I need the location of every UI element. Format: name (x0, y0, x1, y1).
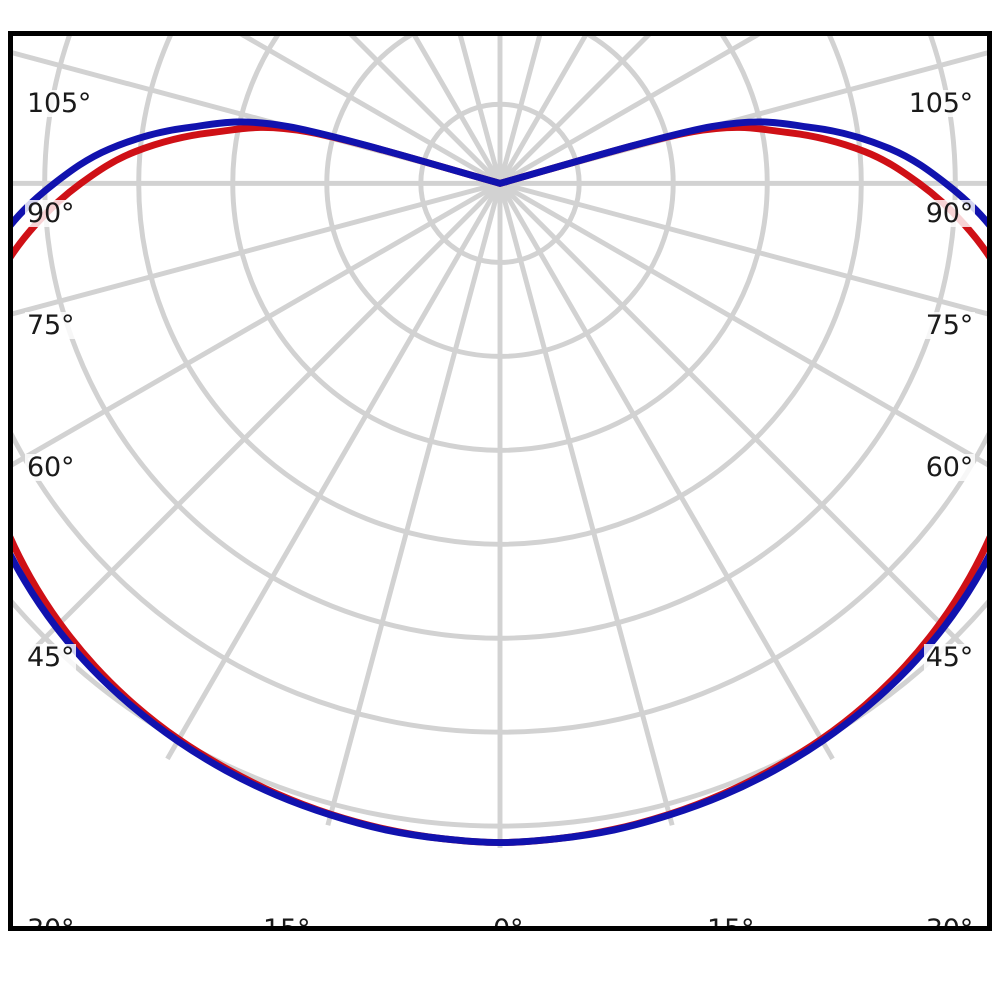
grid-spoke-210 (165, 182, 503, 761)
grid-spoke-165 (497, 182, 675, 826)
grid-spoke-240 (13, 181, 502, 468)
grid-spoke-15 (497, 36, 543, 184)
curve-c90-c270 (13, 118, 987, 847)
axis-label-right-45: 45° (923, 642, 975, 673)
grid-spoke-315 (349, 36, 502, 186)
chart-frame: 105° 90° 75° 60° 45° 30° 105° 90° 75° 60… (8, 31, 992, 931)
axis-label-left-30: 30° (25, 916, 77, 926)
grid-spoke-150 (497, 182, 835, 761)
grid-spoke-330 (411, 36, 503, 185)
polar-grid (13, 36, 987, 848)
grid-spoke-135 (498, 181, 973, 655)
axis-label-left-60: 60° (25, 452, 77, 483)
polar-plot-svg (13, 36, 987, 848)
axis-label-right-90: 90° (923, 198, 975, 229)
distribution-curves (13, 118, 987, 847)
grid-spoke-30 (497, 36, 589, 185)
grid-spoke-345 (457, 36, 503, 184)
grid-spoke-60 (498, 36, 761, 186)
axis-label-bottom-15-right: 15° (705, 916, 757, 926)
axis-label-left-105: 105° (25, 88, 94, 119)
axis-label-left-90: 90° (25, 198, 77, 229)
grid-spoke-225 (27, 181, 502, 655)
axis-label-right-75: 75° (923, 310, 975, 341)
grid-spoke-255 (13, 180, 501, 317)
axis-label-right-30: 30° (923, 916, 975, 926)
axis-label-bottom-15-left: 15° (261, 916, 313, 926)
axis-label-bottom-0: 0° (491, 916, 526, 926)
axis-label-left-45: 45° (25, 642, 77, 673)
axis-label-right-105: 105° (906, 88, 975, 119)
grid-spoke-300 (239, 36, 502, 186)
grid-spoke-105 (499, 180, 987, 317)
grid-spoke-195 (325, 182, 503, 826)
axis-label-left-75: 75° (25, 310, 77, 341)
axis-label-right-60: 60° (923, 452, 975, 483)
grid-spoke-120 (498, 181, 987, 468)
grid-spoke-45 (498, 36, 651, 186)
